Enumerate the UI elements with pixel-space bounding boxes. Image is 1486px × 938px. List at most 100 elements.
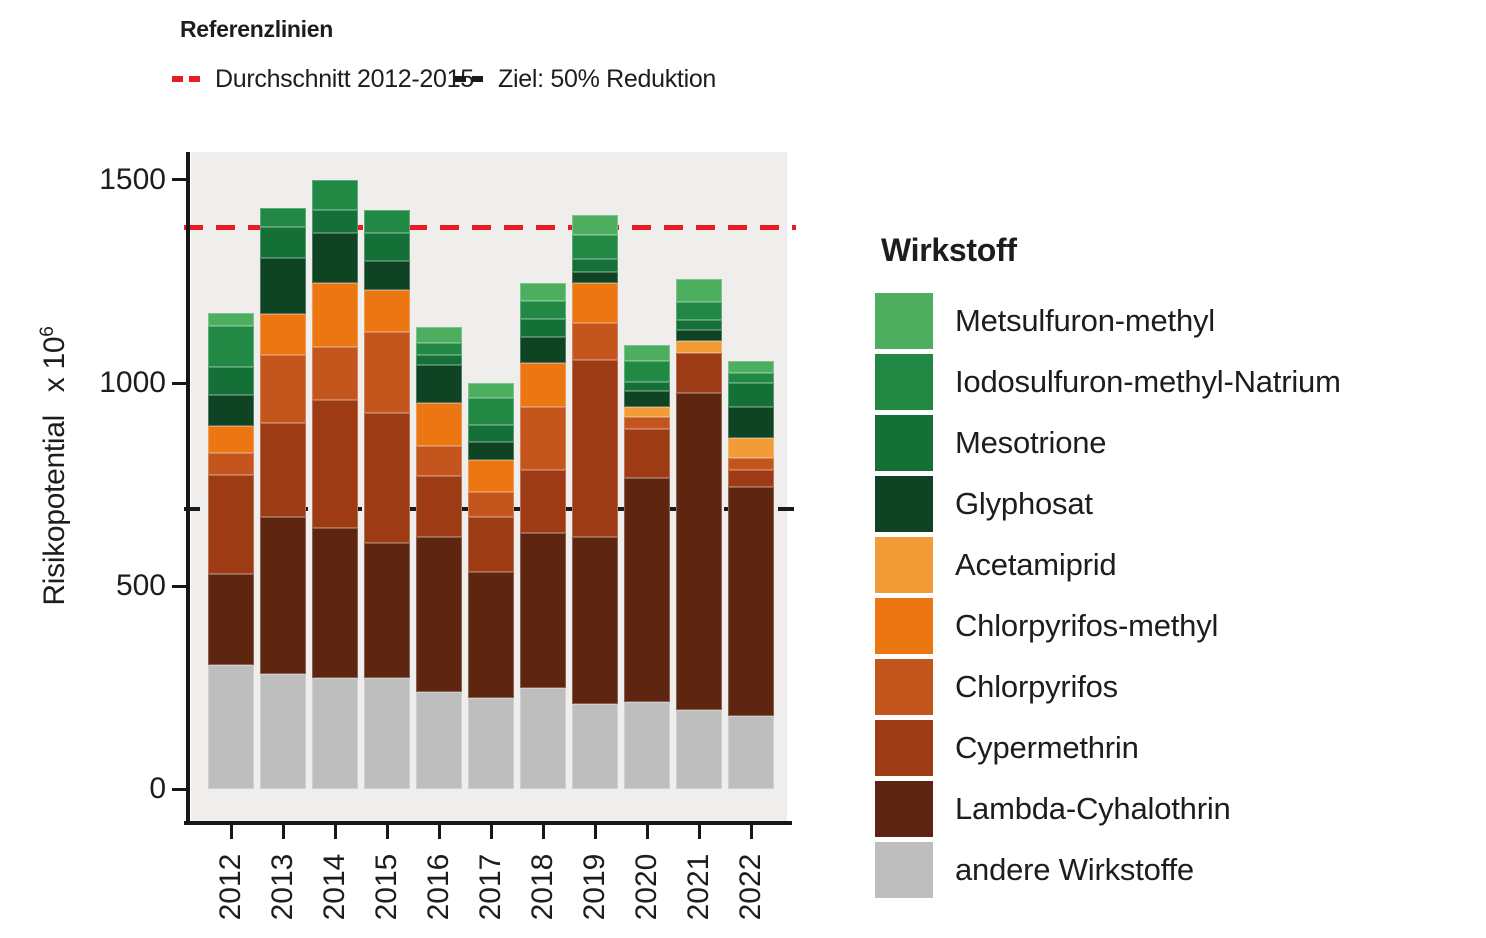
bar-segment-2012-Glyphosat bbox=[208, 395, 254, 427]
ref-legend-label: Ziel: 50% Reduktion bbox=[498, 64, 717, 93]
bar-segment-2018-Glyphosat bbox=[520, 336, 566, 364]
bar-segment-2020-andere Wirkstoffe bbox=[624, 701, 670, 790]
bar-segment-2018-Iodosulfuron-methyl-Natrium bbox=[520, 301, 566, 319]
legend-swatch-Cypermethrin bbox=[875, 720, 933, 776]
bar-segment-2012-Chlorpyrifos bbox=[208, 453, 254, 476]
bar-segment-2015-andere Wirkstoffe bbox=[364, 677, 410, 790]
bar-segment-2016-Chlorpyrifos-methyl bbox=[416, 403, 462, 446]
x-tick-mark bbox=[229, 825, 233, 839]
legend-swatch-Chlorpyrifos bbox=[875, 659, 933, 715]
x-tick-label-2017: 2017 bbox=[474, 853, 507, 921]
x-tick-mark bbox=[541, 825, 545, 839]
y-tick-mark bbox=[172, 787, 187, 791]
bar-segment-2012-Lambda-Cyhalothrin bbox=[208, 573, 254, 666]
bar-segment-2021-andere Wirkstoffe bbox=[676, 710, 722, 790]
bar-segment-2016-Lambda-Cyhalothrin bbox=[416, 537, 462, 692]
y-tick-label: 1500 bbox=[99, 162, 166, 196]
x-tick-label-2014: 2014 bbox=[318, 853, 351, 921]
y-tick-mark bbox=[172, 381, 187, 385]
bar-segment-2018-Mesotrione bbox=[520, 318, 566, 337]
bar-segment-2022-Chlorpyrifos bbox=[728, 458, 774, 471]
bar-segment-2012-Chlorpyrifos-methyl bbox=[208, 426, 254, 454]
bar-segment-2022-Mesotrione bbox=[728, 383, 774, 407]
bar-segment-2021-Metsulfuron-methyl bbox=[676, 278, 722, 302]
legend-label-Acetamiprid: Acetamiprid bbox=[955, 547, 1117, 582]
legend-swatch-Metsulfuron-methyl bbox=[875, 293, 933, 349]
legend-label-Chlorpyrifos-methyl: Chlorpyrifos-methyl bbox=[955, 608, 1219, 643]
ref-legend-label: Durchschnitt 2012-2015 bbox=[215, 64, 474, 93]
bar-segment-2018-andere Wirkstoffe bbox=[520, 687, 566, 790]
bar-segment-2019-Lambda-Cyhalothrin bbox=[572, 536, 618, 704]
bar-segment-2022-Acetamiprid bbox=[728, 438, 774, 459]
legend-label-Glyphosat: Glyphosat bbox=[955, 486, 1093, 521]
series-legend-title: Wirkstoff bbox=[881, 232, 1017, 268]
bar-segment-2020-Lambda-Cyhalothrin bbox=[624, 478, 670, 702]
bar-segment-2014-Chlorpyrifos bbox=[312, 346, 358, 401]
bar-segment-2019-Mesotrione bbox=[572, 258, 618, 272]
bar-segment-2017-andere Wirkstoffe bbox=[468, 697, 514, 790]
legend-label-Mesotrione: Mesotrione bbox=[955, 425, 1107, 460]
bar-segment-2013-Lambda-Cyhalothrin bbox=[260, 517, 306, 674]
bar-segment-2019-Chlorpyrifos bbox=[572, 323, 618, 360]
x-tick-label-2015: 2015 bbox=[370, 853, 403, 921]
x-tick-mark bbox=[437, 825, 441, 839]
bar-segment-2012-Iodosulfuron-methyl-Natrium bbox=[208, 326, 254, 367]
bar-segment-2019-Glyphosat bbox=[572, 271, 618, 284]
bar-segment-2018-Chlorpyrifos-methyl bbox=[520, 363, 566, 407]
bar-segment-2017-Chlorpyrifos bbox=[468, 491, 514, 518]
bar-segment-2021-Lambda-Cyhalothrin bbox=[676, 393, 722, 711]
bar-segment-2012-Mesotrione bbox=[208, 366, 254, 396]
bar-segment-2012-Cypermethrin bbox=[208, 475, 254, 574]
bar-segment-2013-Glyphosat bbox=[260, 258, 306, 314]
y-tick-mark bbox=[172, 584, 187, 588]
bar-segment-2014-Chlorpyrifos-methyl bbox=[312, 283, 358, 347]
ref-legend-item-0: Durchschnitt 2012-2015 bbox=[172, 64, 474, 94]
x-tick-label-2020: 2020 bbox=[630, 853, 663, 921]
reference-lines-legend: Durchschnitt 2012-2015 Ziel: 50% Reduktio… bbox=[0, 64, 1486, 94]
bar-segment-2021-Glyphosat bbox=[676, 330, 722, 341]
bar-segment-2014-Mesotrione bbox=[312, 209, 358, 233]
bar-segment-2022-Metsulfuron-methyl bbox=[728, 361, 774, 374]
legend-swatch-Lambda-Cyhalothrin bbox=[875, 781, 933, 837]
bar-segment-2017-Mesotrione bbox=[468, 424, 514, 442]
bar-segment-2016-andere Wirkstoffe bbox=[416, 691, 462, 790]
legend-swatch-Iodosulfuron-methyl-Natrium bbox=[875, 354, 933, 410]
bar-segment-2013-Cypermethrin bbox=[260, 423, 306, 518]
bar-segment-2019-Metsulfuron-methyl bbox=[572, 214, 618, 236]
x-tick-label-2021: 2021 bbox=[682, 853, 715, 921]
x-tick-label-2013: 2013 bbox=[266, 853, 299, 921]
bar-segment-2014-Iodosulfuron-methyl-Natrium bbox=[312, 179, 358, 210]
bar-segment-2012-Metsulfuron-methyl bbox=[208, 313, 254, 327]
bar-segment-2014-Glyphosat bbox=[312, 232, 358, 284]
bar-segment-2013-Chlorpyrifos bbox=[260, 354, 306, 424]
legend-label-Iodosulfuron-methyl-Natrium: Iodosulfuron-methyl-Natrium bbox=[955, 364, 1341, 399]
bar-segment-2020-Chlorpyrifos bbox=[624, 416, 670, 429]
bar-segment-2022-Lambda-Cyhalothrin bbox=[728, 486, 774, 717]
bar-segment-2017-Metsulfuron-methyl bbox=[468, 383, 514, 399]
y-tick-label: 1000 bbox=[99, 366, 166, 399]
legend-label-Metsulfuron-methyl: Metsulfuron-methyl bbox=[955, 303, 1215, 338]
y-axis-title-text: Risikopotential x 10 bbox=[38, 336, 71, 606]
legend-swatch-andere Wirkstoffe bbox=[875, 842, 933, 898]
bar-segment-2020-Glyphosat bbox=[624, 391, 670, 407]
bar-segment-2015-Chlorpyrifos bbox=[364, 331, 410, 414]
reference-line-durchschnitt bbox=[184, 225, 796, 231]
bar-segment-2016-Cypermethrin bbox=[416, 476, 462, 538]
bar-segment-2013-andere Wirkstoffe bbox=[260, 673, 306, 790]
bar-segment-2013-Mesotrione bbox=[260, 226, 306, 259]
bar-segment-2022-andere Wirkstoffe bbox=[728, 716, 774, 790]
bar-segment-2021-Acetamiprid bbox=[676, 340, 722, 354]
bar-segment-2021-Iodosulfuron-methyl-Natrium bbox=[676, 301, 722, 321]
x-tick-mark bbox=[385, 825, 389, 839]
legend-swatch-Chlorpyrifos-methyl bbox=[875, 598, 933, 654]
bar-segment-2020-Mesotrione bbox=[624, 381, 670, 392]
x-tick-mark bbox=[593, 825, 597, 839]
bar-segment-2018-Lambda-Cyhalothrin bbox=[520, 533, 566, 688]
bar-segment-2015-Lambda-Cyhalothrin bbox=[364, 543, 410, 678]
x-tick-mark bbox=[697, 825, 701, 839]
y-axis-title: Risikopotential x 106 bbox=[31, 296, 71, 636]
bar-segment-2018-Metsulfuron-methyl bbox=[520, 283, 566, 302]
bar-segment-2016-Iodosulfuron-methyl-Natrium bbox=[416, 343, 462, 355]
y-tick-label: 0 bbox=[149, 772, 166, 806]
